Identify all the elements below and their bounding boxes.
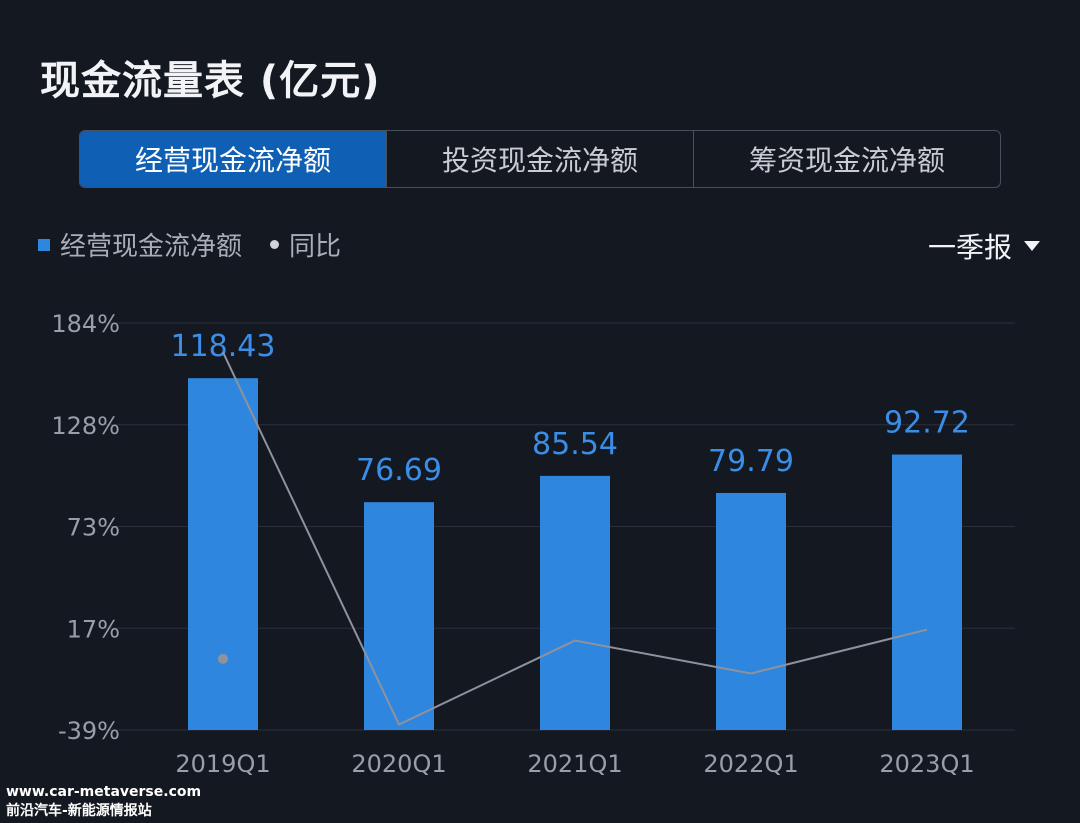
page-title: 现金流量表 (亿元) bbox=[40, 58, 381, 104]
y-tick-label: -39% bbox=[58, 717, 120, 745]
watermark: www.car-metaverse.com 前沿汽车-新能源情报站 bbox=[6, 783, 201, 821]
tab-bar: 经营现金流净额 投资现金流净额 筹资现金流净额 bbox=[79, 130, 1001, 188]
y-tick-label: 73% bbox=[67, 514, 120, 542]
bar bbox=[892, 454, 962, 730]
legend-line-swatch bbox=[270, 240, 280, 249]
x-tick-label: 2021Q1 bbox=[527, 750, 622, 778]
x-tick-label: 2023Q1 bbox=[879, 750, 974, 778]
tab-financing-cashflow[interactable]: 筹资现金流净额 bbox=[693, 131, 1000, 187]
bar-value-label: 92.72 bbox=[884, 406, 970, 441]
bar bbox=[188, 378, 258, 730]
y-tick-label: 17% bbox=[67, 615, 120, 643]
x-tick-label: 2022Q1 bbox=[703, 750, 798, 778]
bar-value-label: 79.79 bbox=[708, 444, 794, 479]
legend-line-label: 同比 bbox=[289, 232, 342, 262]
yoy-line bbox=[222, 351, 928, 726]
x-tick-label: 2020Q1 bbox=[351, 750, 446, 778]
y-tick-label: 184% bbox=[51, 310, 120, 338]
bar bbox=[716, 492, 786, 730]
chevron-down-icon bbox=[1024, 241, 1040, 251]
yoy-point-marker bbox=[218, 653, 228, 664]
chart-legend: 经营现金流净额 同比 bbox=[38, 226, 341, 263]
tab-investing-cashflow[interactable]: 投资现金流净额 bbox=[386, 131, 693, 187]
watermark-url: www.car-metaverse.com bbox=[6, 784, 202, 800]
period-label: 一季报 bbox=[927, 231, 1012, 264]
watermark-site: 前沿汽车-新能源情报站 bbox=[6, 803, 152, 819]
bar-value-label: 76.69 bbox=[356, 453, 442, 488]
period-dropdown[interactable]: 一季报 bbox=[928, 226, 1040, 266]
legend-bar-label: 经营现金流净额 bbox=[60, 232, 243, 262]
y-tick-label: 128% bbox=[51, 412, 120, 440]
bar-value-label: 85.54 bbox=[532, 427, 618, 462]
bar-value-label: 118.43 bbox=[171, 329, 276, 364]
x-tick-label: 2019Q1 bbox=[175, 750, 270, 778]
bar bbox=[540, 475, 610, 730]
tab-operating-cashflow[interactable]: 经营现金流净额 bbox=[80, 131, 386, 187]
legend-bar-swatch bbox=[38, 238, 50, 251]
bar bbox=[364, 502, 434, 730]
